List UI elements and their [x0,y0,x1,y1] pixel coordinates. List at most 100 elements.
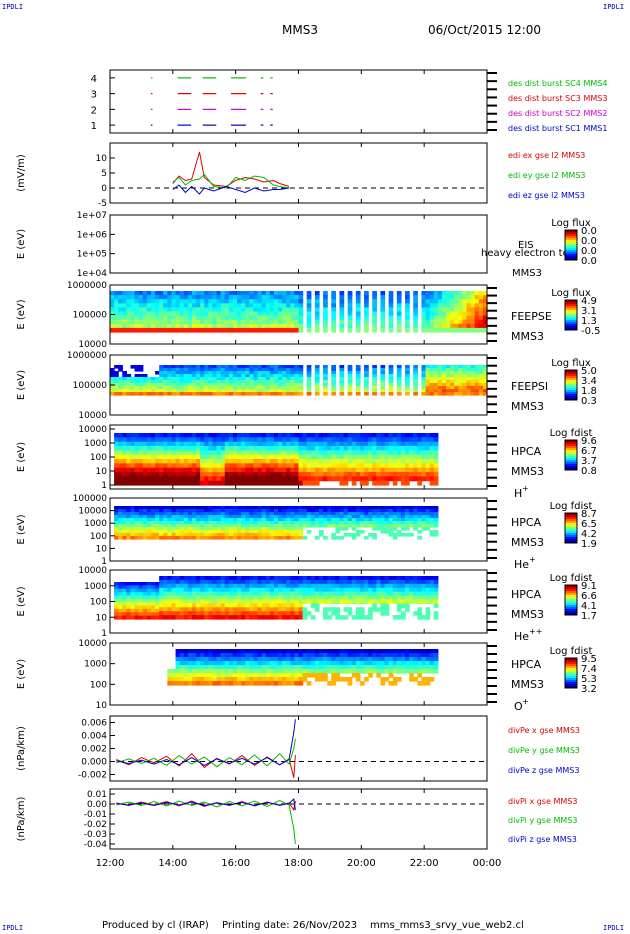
hpca-he-colorbar-title: Log fdist [550,501,593,512]
edi-legend-entry: edi ey gse l2 MMS3 [508,171,586,180]
burst-frame [109,69,488,134]
hpca-he2-colorbar-title: Log fdist [550,573,593,584]
hpca-o-colorbar-cell [565,660,577,663]
burst-ytick-label: 2 [91,105,97,116]
burst-ytick-label: 3 [91,90,97,101]
hpca-o-colorbar-cell [565,672,577,675]
divPi-ylabel: (nPa/km) [16,797,27,842]
corner-label-bottom-left: IPDLI [2,924,24,932]
hpca-he2-ytick-label: 10 [96,613,108,623]
hpca-he-colorbar-cell [565,515,577,518]
feepsi-instrument-label: FEEPSI [511,380,548,393]
hpca-he-colorbar-value: 8.7 [581,509,597,520]
hpca-h-colorbar-cell [565,444,577,447]
divPe-series-line [116,719,296,766]
hpca-he2-colorbar-cell [565,591,577,594]
eis-colorbar-cell [565,242,577,245]
eis-ytick-label: 1e+04 [77,269,108,279]
hpca-he-colorbar-value: 1.9 [581,539,597,550]
feepse-colorbar-cell [565,316,577,319]
divPi-legend-entry: divPi z gse MMS3 [508,835,577,844]
hpca-h-colorbar-cell [565,462,577,465]
hpca-h-colorbar-cell [565,458,577,461]
divPe-ytick-label: 0.000 [81,758,107,768]
feepse-colorbar-frame [564,299,578,331]
hpca-h-ytick-label: 10 [96,467,108,477]
divPe-legend-entry: divPe z gse MMS3 [508,766,579,775]
hpca-he2-colorbar-cell [565,611,577,614]
hpca-he2-colorbar-cell [565,605,577,608]
hpca-he2-colorbar-cell [565,595,577,598]
eis-ylabel: E (eV) [16,229,27,259]
divPi-ytick-label: 0.00 [87,800,107,810]
x-axis-tick-label: 18:00 [284,858,313,869]
hpca-he2-colorbar-value: 6.6 [581,591,597,602]
feepse-colorbar-cell [565,308,577,311]
divPe-ytick-label: 0.004 [81,732,107,742]
hpca-he-colorbar-cell [565,537,577,540]
hpca-he2-colorbar-cell [565,613,577,616]
eis-colorbar-frame [564,229,578,261]
hpca-he2-colorbar-cell [565,593,577,596]
feepse-colorbar-cell [565,312,577,315]
feepse-colorbar-cell [565,314,577,317]
burst-ytick-label: 4 [91,74,97,85]
feepse-colorbar-cell [565,320,577,323]
hpca-he2-colorbar-cell [565,603,577,606]
hpca-he-instrument-label: HPCA [511,516,542,529]
hpca-o-species-label: O [514,700,523,713]
hpca-he-spectrogram [114,506,439,540]
corner-label-bottom-right: IPDLI [603,924,625,932]
hpca-h-ytick-label: 100 [90,453,107,463]
hpca-o-colorbar-cell [565,674,577,677]
eis-colorbar-value: 0.0 [581,256,597,267]
hpca-h-colorbar-value: 6.7 [581,446,597,457]
divPi-series-line [116,797,296,811]
hpca-o-colorbar-cell [565,662,577,665]
feepse-colorbar-cell [565,318,577,321]
eis-colorbar-cell [565,252,577,255]
hpca-h-colorbar-value: 0.8 [581,466,597,477]
eis-colorbar-cell [565,248,577,251]
hpca-he-colorbar-frame [564,512,578,544]
edi-ytick-label: 10 [96,154,108,164]
x-axis-tick-label: 12:00 [96,858,125,869]
feepse-colorbar-value: 3.1 [581,306,597,317]
eis-spacecraft-label: MMS3 [512,268,542,279]
edi-series-line [172,173,290,189]
feepse-colorbar-cell [565,310,577,313]
hpca-he2-colorbar-cell [565,585,577,588]
feepsi-colorbar-cell [565,370,577,373]
hpca-h-colorbar-cell [565,440,577,443]
feepsi-colorbar-value: 5.0 [581,366,597,377]
edi-frame [109,142,488,204]
edi-legend-entry: edi ex gse l2 MMS3 [508,151,585,160]
hpca-h-colorbar-cell [565,452,577,455]
hpca-he-colorbar-cell [565,513,577,516]
feepse-colorbar-cell [565,324,577,327]
hpca-o-colorbar-cell [565,658,577,661]
feepse-colorbar-title: Log flux [551,288,591,299]
hpca-h-colorbar-cell [565,442,577,445]
footer-produced-by: Produced by cl (IRAP) [102,920,209,931]
date-time-title: 06/Oct/2015 12:00 [428,23,542,37]
hpca-h-spacecraft-label: MMS3 [511,465,544,478]
hpca-o-colorbar-cell [565,670,577,673]
divPi-ytick-label: -0.03 [84,830,107,840]
eis-instrument-label: EIS [518,240,534,251]
feepse-colorbar-value: 4.9 [581,296,597,307]
eis-colorbar-cell [565,234,577,237]
eis-colorbar-value: 0.0 [581,226,597,237]
divPi-series-line [116,799,296,845]
hpca-o-colorbar-cell [565,676,577,679]
burst-legend-entry: des dist burst SC4 MMS4 [508,79,607,88]
hpca-h-colorbar-value: 9.6 [581,436,597,447]
hpca-h-instrument-label: HPCA [511,445,542,458]
feepse-ytick-label: 1000000 [67,281,107,291]
feepsi-spectrogram [110,365,488,396]
hpca-h-ytick-label: 10000 [78,425,107,435]
feepse-instrument-label: FEEPSE [511,310,552,323]
feepsi-colorbar-cell [565,378,577,381]
corner-label-top-right: IPDLI [603,3,625,11]
